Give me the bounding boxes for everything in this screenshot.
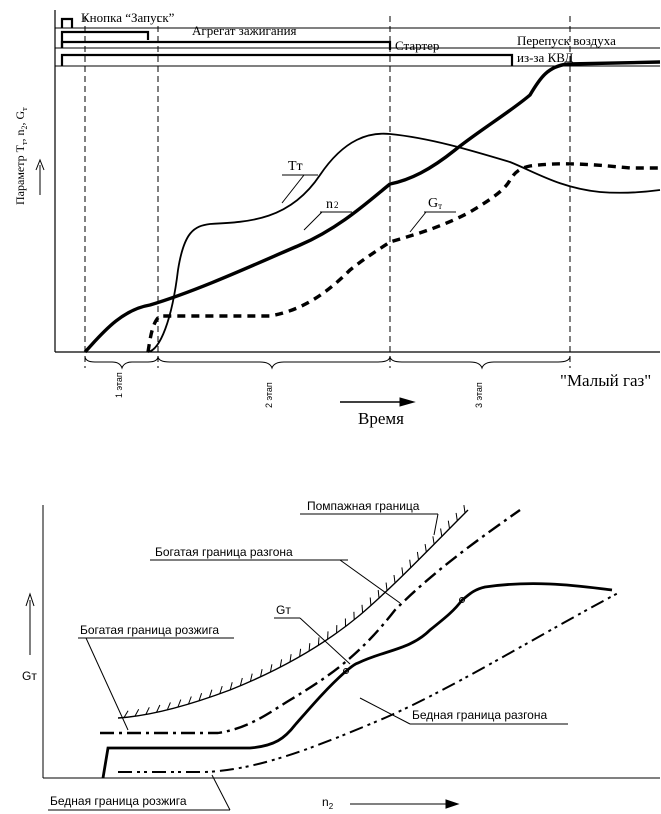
surge-hatch-mark	[269, 664, 273, 673]
lean-accel-boundary-label: Бедная граница разгона	[412, 708, 547, 722]
surge-hatch-mark	[166, 702, 171, 710]
surge-hatch-mark	[308, 643, 311, 652]
tt-label-leader	[281, 174, 305, 204]
ignition-unit-bar	[60, 30, 150, 48]
surge-hatch-mark	[361, 604, 364, 613]
surge-hatch-mark	[219, 685, 223, 694]
surge-hatch-mark	[289, 654, 292, 663]
ignition-unit-label: Агрегат зажигания	[192, 23, 297, 38]
surge-hatch-mark	[156, 704, 161, 713]
surge-hatch-mark	[409, 559, 412, 568]
stage-1-label: 1 этап	[114, 372, 124, 398]
rich-ignition-label-leader	[85, 637, 129, 731]
surge-hatch-mark	[369, 597, 372, 606]
surge-hatch-mark	[317, 637, 320, 646]
starter-bar	[60, 40, 392, 50]
start-button-label: Кнопка “Запуск”	[81, 10, 175, 25]
tt-curve	[147, 132, 661, 353]
tt-curve-label: Тт	[288, 159, 303, 174]
n2-label-leader	[303, 211, 323, 231]
surge-hatch-mark	[239, 677, 243, 686]
stage-3-brace	[389, 355, 571, 370]
surge-hatch-mark	[134, 708, 140, 717]
n2-curve	[83, 60, 661, 354]
surge-hatch-mark	[299, 648, 302, 657]
surge-hatch-mark	[260, 668, 263, 678]
surge-hatch-mark	[416, 551, 419, 560]
surge-boundary-hatching	[123, 505, 466, 718]
time-label: Время	[358, 409, 404, 428]
gt-curve-label: Gт	[428, 196, 442, 211]
gt-label-leader-bottom	[299, 617, 351, 665]
gt-boundary-curve	[101, 582, 613, 779]
rich-accel-boundary-label: Богатая граница разгона	[155, 545, 293, 559]
surge-hatch-mark	[123, 710, 129, 718]
surge-hatch-mark	[208, 689, 213, 698]
lean-accel-label-leader	[359, 697, 411, 725]
air-bypass-label-line2: из-за КВД	[517, 50, 573, 65]
lean-ignition-label-leader	[211, 774, 231, 811]
surge-label-leader	[433, 513, 439, 536]
bottom-x-arrow-head	[445, 799, 460, 809]
surge-boundary-line	[117, 509, 469, 719]
time-arrow-head	[399, 397, 416, 407]
gt-label-leader	[409, 211, 427, 233]
surge-hatch-mark	[455, 512, 458, 521]
y-axis-arrow-head	[35, 158, 45, 171]
surge-hatch-mark	[279, 659, 283, 668]
gt-curve	[146, 162, 660, 353]
surge-hatch-mark	[145, 707, 150, 715]
bottom-y-arrow-head	[25, 592, 35, 607]
surge-hatch-mark	[424, 544, 427, 553]
surge-hatch-mark	[377, 590, 380, 599]
gt-curve-label-bottom: Gт	[276, 603, 291, 617]
surge-hatch-mark	[401, 567, 404, 576]
rich-accel-label-leader	[339, 559, 401, 604]
surge-hatch-mark	[385, 582, 388, 591]
surge-hatch-mark	[177, 699, 182, 708]
stage-3-label: 3 этап	[474, 382, 484, 408]
surge-hatch-mark	[229, 682, 233, 691]
n2-curve-label: n2	[326, 197, 339, 212]
stage-1-brace	[84, 355, 159, 370]
air-bypass-label-line1: Перепуск воздуха	[517, 33, 616, 48]
surge-hatch-mark	[188, 696, 192, 705]
stage-2-brace	[157, 355, 391, 370]
surge-hatch-mark	[198, 693, 203, 701]
lean-ignition-boundary-label: Бедная граница розжига	[50, 794, 187, 808]
gt-curve-kink-2	[459, 597, 465, 603]
bottom-x-axis-label: n2	[322, 795, 334, 811]
surge-hatch-mark	[440, 528, 443, 537]
rich-ignition-boundary-label: Богатая граница розжига	[80, 623, 219, 637]
surge-boundary-label: Помпажная граница	[307, 499, 420, 513]
surge-hatch-mark	[463, 505, 466, 514]
rich-accel-boundary-line	[100, 509, 521, 735]
surge-hatch-mark	[432, 536, 435, 545]
starter-label: Стартер	[395, 38, 439, 53]
gt-curve-kink-1	[343, 668, 349, 674]
air-bypass-bar	[60, 53, 514, 66]
idle-label: "Малый газ"	[560, 371, 651, 390]
start-button-bar	[60, 17, 74, 28]
lean-accel-boundary-line	[118, 591, 621, 773]
surge-hatch-mark	[249, 673, 253, 682]
stage-2-label: 2 этап	[264, 382, 274, 408]
bottom-y-axis-label: Gт	[22, 669, 37, 683]
top-chart	[35, 10, 661, 407]
surge-hatch-mark	[447, 520, 450, 529]
surge-hatch-mark	[393, 574, 396, 584]
top-y-axis-label: Параметр Тт, n2, Gт	[13, 107, 29, 205]
bottom-chart	[25, 505, 660, 811]
